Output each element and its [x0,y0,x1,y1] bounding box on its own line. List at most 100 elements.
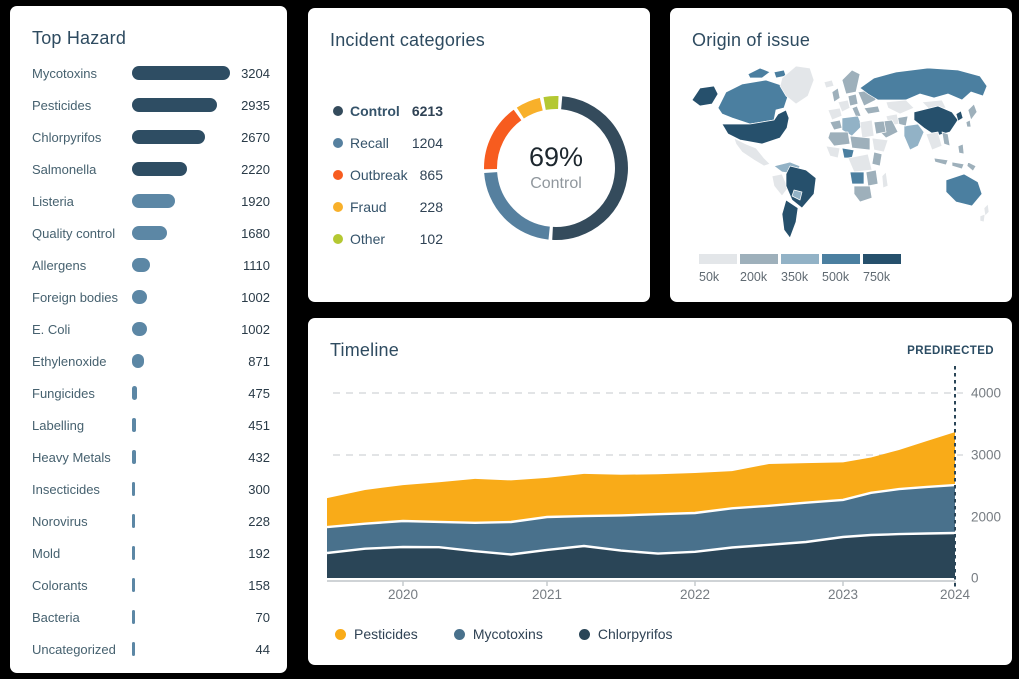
hazard-bar[interactable] [132,642,135,656]
map-region-central-africa[interactable] [847,153,873,173]
timeline-legend-item[interactable]: Chlorpyrifos [578,626,673,642]
hazard-bar[interactable] [132,386,137,400]
map-region-new-zealand[interactable] [979,203,990,223]
map-region-france[interactable] [837,99,851,113]
map-region-russia[interactable] [859,67,988,101]
hazard-row[interactable]: Uncategorized 44 [10,633,287,665]
map-region-vietnam[interactable] [941,131,951,147]
map-region-madagascar[interactable] [881,171,889,189]
hazard-row[interactable]: Ethylenoxide 871 [10,345,287,377]
map-region-australia[interactable] [945,173,983,207]
map-region-niger-chad[interactable] [849,135,871,151]
hazard-row[interactable]: Insecticides 300 [10,473,287,505]
hazard-row[interactable]: Labelling 451 [10,409,287,441]
map-region-brazil[interactable] [785,165,817,209]
world-choropleth-map[interactable] [690,58,992,244]
incident-legend-item[interactable]: Control 6213 [333,95,443,127]
donut-segment-control[interactable] [552,96,628,240]
map-region-nigeria[interactable] [841,147,855,159]
incident-legend-item[interactable]: Other 102 [333,223,443,255]
map-region-argentina-chile[interactable] [781,199,799,239]
map-region-south-africa[interactable] [853,185,873,203]
map-region-angola[interactable] [849,171,865,185]
map-region-kazakhstan[interactable] [885,99,915,115]
hazard-row[interactable]: Listeria 1920 [10,185,287,217]
hazard-bar[interactable] [132,610,135,624]
hazard-bar[interactable] [132,226,167,240]
map-region-japan[interactable] [965,103,978,128]
map-region-east-africa[interactable] [871,151,883,167]
map-region-iberia[interactable] [827,107,843,121]
hazard-row[interactable]: Bacteria 70 [10,601,287,633]
map-region-canada-islands[interactable] [747,67,787,79]
timeline-legend-item[interactable]: Pesticides [335,626,418,642]
map-region-china[interactable] [913,105,959,137]
donut-segment-recall[interactable] [484,171,551,240]
map-region-egypt[interactable] [873,120,887,135]
hazard-row[interactable]: Heavy Metals 432 [10,441,287,473]
map-region-peru[interactable] [771,173,789,197]
hazard-row[interactable]: E. Coli 1002 [10,313,287,345]
world-map[interactable] [690,58,992,244]
map-region-alaska[interactable] [691,85,719,107]
hazard-row[interactable]: Fungicides 475 [10,377,287,409]
hazard-row[interactable]: Salmonella 2220 [10,153,287,185]
hazard-bar[interactable] [132,514,135,528]
map-region-uk[interactable] [831,87,841,103]
map-region-algeria[interactable] [841,115,863,137]
timeline-legend-item[interactable]: Mycotoxins [453,626,543,642]
hazard-row[interactable]: Chlorpyrifos 2670 [10,121,287,153]
hazard-row[interactable]: Colorants 158 [10,569,287,601]
hazard-bar[interactable] [132,162,187,176]
map-region-sudan[interactable] [871,137,889,153]
timeline-legend[interactable]: Pesticides Mycotoxins Chlorpyrifos [335,626,673,642]
map-region-myanmar-thailand[interactable] [925,131,943,151]
map-region-mozambique[interactable] [865,169,879,187]
hazard-bar[interactable] [132,546,135,560]
incident-legend-item[interactable]: Recall 1204 [333,127,443,159]
incident-donut-chart[interactable]: 69% Control [476,88,636,248]
hazard-bar[interactable] [132,194,176,208]
map-region-philippines[interactable] [957,143,965,155]
hazard-bar[interactable] [132,66,230,80]
area-band-mycotoxins[interactable] [327,485,955,555]
map-region-canada[interactable] [717,79,789,125]
map-region-iceland[interactable] [823,79,835,89]
donut-segment-fraud[interactable] [516,97,543,119]
map-region-scandinavia[interactable] [841,69,861,95]
map-region-india[interactable] [903,123,925,151]
map-region-greenland[interactable] [779,65,815,105]
donut-segment-other[interactable] [543,96,559,110]
map-region-italy[interactable] [851,105,862,118]
hazard-row[interactable]: Mycotoxins 3204 [10,57,287,89]
hazard-bar[interactable] [132,98,218,112]
map-region-korea[interactable] [955,110,964,122]
map-region-west-africa[interactable] [825,145,841,159]
hazard-row[interactable]: Norovirus 228 [10,505,287,537]
hazard-bar-chart[interactable]: Mycotoxins 3204 Pesticides 2935 Chlorpyrifos… [10,57,287,665]
map-region-mali-mauritania[interactable] [827,131,851,147]
map-region-bolivia[interactable] [791,189,803,201]
hazard-bar[interactable] [132,258,150,272]
incident-legend[interactable]: Control 6213 Recall 1204 Outbreak 865 Fraud 228… [333,95,443,255]
map-region-indonesia[interactable] [933,157,977,172]
map-region-turkey[interactable] [863,105,881,115]
donut-rings[interactable] [476,88,636,248]
map-region-usa[interactable] [721,109,790,145]
map-region-morocco[interactable] [829,119,843,131]
hazard-bar[interactable] [132,450,136,464]
hazard-bar[interactable] [132,322,148,336]
hazard-bar[interactable] [132,354,145,368]
hazard-bar[interactable] [132,578,135,592]
hazard-row[interactable]: Pesticides 2935 [10,89,287,121]
hazard-bar[interactable] [132,482,135,496]
incident-legend-item[interactable]: Fraud 228 [333,191,443,223]
map-region-libya[interactable] [859,119,875,139]
hazard-bar[interactable] [132,418,137,432]
incident-legend-item[interactable]: Outbreak 865 [333,159,443,191]
hazard-bar[interactable] [132,130,206,144]
hazard-row[interactable]: Quality control 1680 [10,217,287,249]
hazard-row[interactable]: Foreign bodies 1002 [10,281,287,313]
hazard-row[interactable]: Allergens 1110 [10,249,287,281]
